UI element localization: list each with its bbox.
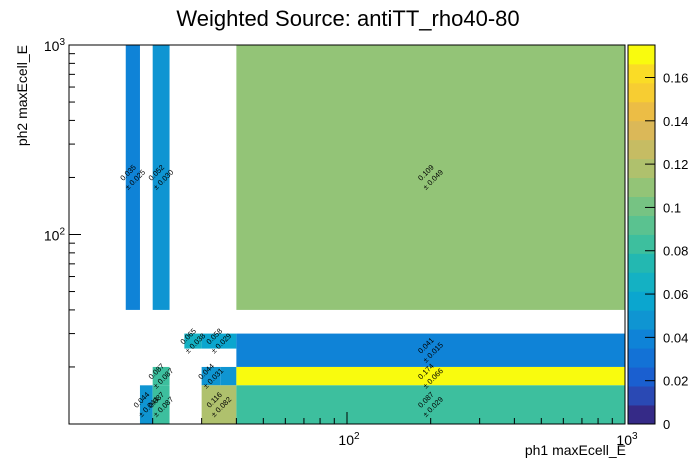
- heatmap-cell: [152, 366, 170, 386]
- colorbar-segment: [628, 177, 655, 197]
- heatmap-cell: [201, 366, 221, 386]
- colorbar-segment: [628, 253, 655, 273]
- colorbar-segment: [628, 329, 655, 349]
- colorbar-tick-label: 0.04: [663, 330, 688, 345]
- heatmap-cell: [125, 45, 140, 310]
- colorbar-segment: [628, 272, 655, 292]
- colorbar-frame: [627, 44, 656, 425]
- colorbar-tick-label: 0.1: [663, 200, 681, 215]
- colorbar-segment: [628, 139, 655, 160]
- chart-title: Weighted Source: antiTT_rho40-80: [176, 6, 519, 31]
- colorbar-tick-label: 0.12: [663, 157, 688, 172]
- colorbar-segment: [628, 45, 655, 65]
- heatmap-cell: [236, 45, 625, 310]
- heatmap-cell: [201, 333, 237, 349]
- heatmap-cells: [125, 45, 625, 424]
- heatmap-cell: [220, 366, 237, 386]
- heatmap-cell: [236, 366, 625, 386]
- y-axis-label: ph2 maxEcell_E: [14, 45, 30, 146]
- colorbar-segment: [628, 405, 655, 425]
- colorbar-tick-label: 0.08: [663, 244, 688, 259]
- heatmap-cell: [236, 385, 625, 424]
- colorbar-segment: [628, 196, 655, 216]
- colorbar-tick-label: 0.06: [663, 287, 688, 302]
- y-tick-label: 103: [44, 37, 66, 54]
- heatmap-cell: [201, 385, 237, 424]
- heatmap-cell: [236, 333, 625, 367]
- axes: 102 103 102 103: [44, 37, 638, 448]
- colorbar-segment: [628, 291, 655, 311]
- colorbar-segment: [628, 348, 655, 368]
- colorbar-segment: [628, 101, 655, 122]
- x-axis-label: ph1 maxEcell_E: [525, 442, 626, 458]
- color-scale-bar: 0 0.02 0.04 0.06 0.08 0.1 0.12 0.14 0.16: [627, 44, 688, 432]
- colorbar-segment: [628, 234, 655, 254]
- x-tick-label: 102: [338, 431, 360, 448]
- heatmap-cell: [184, 333, 202, 349]
- x-tick-label: 103: [616, 431, 638, 448]
- colorbar-segment: [628, 215, 655, 235]
- colorbar-tick-label: 0: [663, 417, 670, 432]
- colorbar-segment: [628, 386, 655, 406]
- colorbar-tick-label: 0.14: [663, 114, 688, 129]
- colorbar-segment: [628, 158, 655, 179]
- heatmap-cell: [139, 385, 153, 424]
- colorbar-segment: [628, 82, 655, 103]
- colorbar-segment: [628, 63, 655, 84]
- heatmap-cell: [152, 385, 170, 424]
- heatmap-cell: [152, 45, 170, 310]
- colorbar-segment: [628, 310, 655, 330]
- colorbar-segment: [628, 120, 655, 141]
- colorbar-tick-label: 0.02: [663, 374, 688, 389]
- colorbar-tick-label: 0.16: [663, 70, 688, 85]
- y-tick-label: 102: [44, 227, 66, 244]
- colorbar-segment: [628, 367, 655, 387]
